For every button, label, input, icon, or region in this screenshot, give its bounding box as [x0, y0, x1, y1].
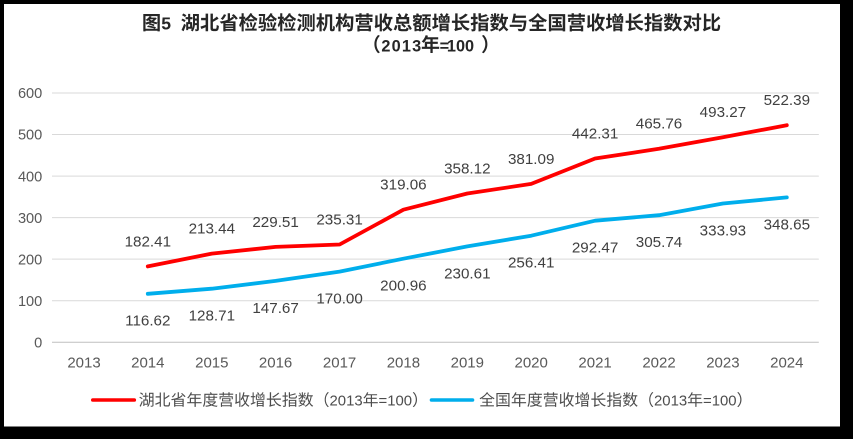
- svg-text:465.76: 465.76: [636, 116, 682, 133]
- svg-text:2018: 2018: [387, 355, 420, 372]
- svg-text:2016: 2016: [259, 355, 292, 372]
- svg-text:2021: 2021: [578, 355, 611, 372]
- svg-text:2019: 2019: [451, 355, 484, 372]
- svg-text:=100: =100: [379, 394, 413, 410]
- svg-text:2022: 2022: [642, 355, 675, 372]
- svg-text:116.62: 116.62: [125, 313, 170, 330]
- svg-text:2013: 2013: [67, 355, 100, 372]
- svg-text:442.31: 442.31: [572, 125, 618, 142]
- svg-text:200.96: 200.96: [380, 278, 426, 295]
- svg-text:333.93: 333.93: [700, 222, 746, 239]
- svg-text:2015: 2015: [195, 355, 228, 372]
- svg-text:182.41: 182.41: [125, 233, 171, 250]
- svg-text:213.44: 213.44: [189, 221, 235, 238]
- svg-text:292.47: 292.47: [572, 240, 618, 257]
- svg-text:170.00: 170.00: [316, 291, 362, 308]
- svg-text:100: 100: [18, 294, 42, 310]
- svg-text:235.31: 235.31: [316, 211, 362, 228]
- svg-text:381.09: 381.09: [508, 151, 554, 168]
- svg-text:229.51: 229.51: [252, 214, 298, 231]
- svg-text:0: 0: [34, 335, 42, 351]
- svg-text:2013: 2013: [381, 37, 422, 55]
- svg-text:319.06: 319.06: [380, 177, 426, 194]
- svg-text:2013: 2013: [654, 394, 687, 410]
- svg-text:500: 500: [18, 128, 42, 144]
- svg-text:100: 100: [447, 37, 474, 55]
- svg-text:2024: 2024: [770, 355, 803, 372]
- svg-text:5: 5: [161, 14, 171, 34]
- svg-text:2014: 2014: [131, 355, 164, 372]
- svg-text:=: =: [440, 37, 450, 55]
- svg-text:2020: 2020: [515, 355, 548, 372]
- svg-text:256.41: 256.41: [508, 255, 554, 272]
- svg-text:522.39: 522.39: [764, 92, 810, 109]
- svg-text:493.27: 493.27: [700, 104, 746, 121]
- svg-text:200: 200: [18, 252, 42, 268]
- svg-text:2023: 2023: [706, 355, 739, 372]
- svg-text:300: 300: [18, 211, 42, 227]
- svg-text:2013: 2013: [330, 394, 363, 410]
- svg-text:400: 400: [18, 169, 42, 185]
- svg-text:348.65: 348.65: [764, 216, 810, 233]
- svg-text:358.12: 358.12: [444, 160, 490, 177]
- svg-text:230.61: 230.61: [444, 265, 490, 282]
- svg-text:2017: 2017: [323, 355, 356, 372]
- svg-text:600: 600: [18, 86, 42, 102]
- svg-text:=100: =100: [703, 394, 737, 410]
- svg-text:128.71: 128.71: [189, 308, 235, 325]
- svg-text:147.67: 147.67: [252, 300, 298, 317]
- svg-text:305.74: 305.74: [636, 234, 682, 251]
